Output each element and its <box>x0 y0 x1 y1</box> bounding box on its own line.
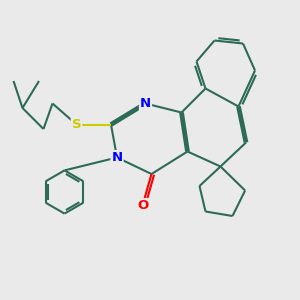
Text: O: O <box>137 199 148 212</box>
Text: S: S <box>72 118 81 131</box>
Text: N: N <box>111 151 123 164</box>
Text: N: N <box>140 97 151 110</box>
